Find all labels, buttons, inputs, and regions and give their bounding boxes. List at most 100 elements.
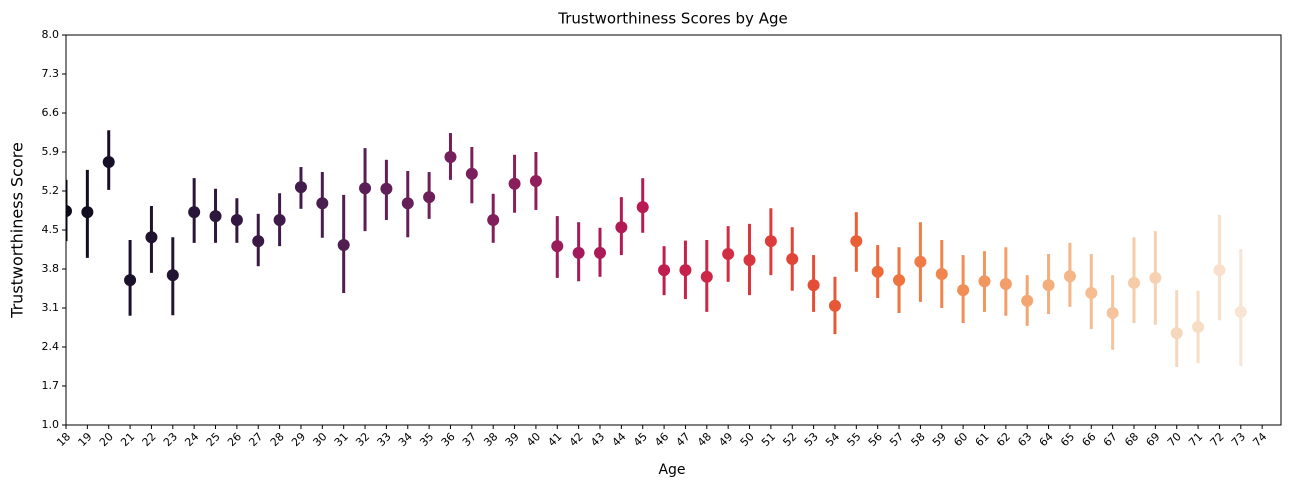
point bbox=[1128, 276, 1140, 289]
point bbox=[893, 274, 906, 287]
x-tick-label: 62 bbox=[994, 430, 1013, 449]
point bbox=[658, 264, 671, 277]
point bbox=[1063, 270, 1076, 283]
point bbox=[1021, 294, 1034, 307]
point bbox=[850, 235, 863, 248]
x-tick-label: 55 bbox=[844, 430, 863, 449]
point bbox=[807, 279, 820, 292]
point bbox=[359, 182, 372, 195]
point bbox=[572, 246, 585, 259]
point bbox=[828, 299, 841, 312]
x-tick-label: 74 bbox=[1250, 430, 1269, 449]
point bbox=[188, 206, 201, 219]
point bbox=[230, 213, 243, 226]
point bbox=[1192, 320, 1205, 333]
x-tick-label: 45 bbox=[631, 430, 650, 449]
point bbox=[871, 265, 884, 278]
point bbox=[935, 268, 948, 281]
point bbox=[145, 231, 158, 244]
x-tick-label: 47 bbox=[674, 430, 693, 449]
point bbox=[722, 247, 735, 260]
x-tick-label: 37 bbox=[460, 430, 479, 449]
point bbox=[1234, 305, 1247, 318]
x-tick-label: 40 bbox=[524, 430, 543, 449]
x-tick-label: 36 bbox=[439, 430, 458, 449]
x-tick-label: 32 bbox=[353, 430, 372, 449]
x-tick-label: 64 bbox=[1037, 430, 1056, 449]
point bbox=[316, 197, 329, 210]
point bbox=[679, 264, 692, 277]
y-tick-label: 1.7 bbox=[42, 379, 60, 392]
y-tick-label: 5.9 bbox=[42, 145, 60, 158]
x-tick-label: 29 bbox=[289, 430, 308, 449]
x-tick-label: 58 bbox=[909, 430, 928, 449]
x-tick-label: 68 bbox=[1122, 430, 1141, 449]
x-tick-label: 34 bbox=[396, 430, 415, 449]
point bbox=[423, 191, 436, 204]
y-tick-label: 3.1 bbox=[42, 301, 60, 314]
x-tick-label: 56 bbox=[866, 430, 885, 449]
x-tick-label: 65 bbox=[1058, 430, 1077, 449]
x-tick-label: 42 bbox=[567, 430, 586, 449]
point bbox=[209, 210, 222, 223]
point bbox=[487, 213, 500, 226]
x-tick-label: 54 bbox=[823, 430, 842, 449]
x-tick-label: 49 bbox=[716, 430, 735, 449]
x-tick-label: 43 bbox=[588, 430, 607, 449]
point bbox=[636, 201, 649, 214]
x-tick-label: 52 bbox=[780, 430, 799, 449]
x-tick-label: 27 bbox=[246, 430, 265, 449]
x-tick-label: 41 bbox=[545, 430, 564, 449]
point bbox=[465, 167, 478, 180]
point bbox=[529, 174, 542, 187]
x-tick-label: 44 bbox=[610, 430, 629, 449]
x-axis-label: Age bbox=[658, 462, 685, 478]
point bbox=[273, 213, 286, 226]
x-tick-label: 46 bbox=[652, 430, 671, 449]
y-tick-label: 4.5 bbox=[42, 223, 60, 236]
plot-frame bbox=[65, 34, 1282, 426]
point bbox=[615, 221, 628, 234]
point bbox=[124, 274, 137, 287]
y-tick-label: 3.8 bbox=[42, 262, 60, 275]
x-tick-label: 69 bbox=[1144, 430, 1163, 449]
x-tick-label: 66 bbox=[1079, 430, 1098, 449]
x-tick-label: 63 bbox=[1015, 430, 1034, 449]
x-tick-label: 50 bbox=[738, 430, 757, 449]
x-tick-label: 73 bbox=[1229, 430, 1248, 449]
y-tick-label: 7.3 bbox=[42, 67, 60, 80]
x-tick-label: 30 bbox=[310, 430, 329, 449]
point bbox=[1042, 279, 1055, 292]
point bbox=[102, 156, 115, 169]
y-axis-label: Trustworthiness Score bbox=[8, 142, 27, 319]
point bbox=[444, 151, 457, 164]
point bbox=[1149, 271, 1162, 284]
point bbox=[294, 181, 307, 194]
x-tick-label: 59 bbox=[930, 430, 949, 449]
x-tick-label: 28 bbox=[268, 430, 287, 449]
point bbox=[508, 177, 521, 190]
x-tick-label: 71 bbox=[1186, 430, 1205, 449]
point bbox=[551, 240, 564, 253]
point bbox=[700, 270, 713, 283]
x-tick-label: 38 bbox=[481, 430, 500, 449]
y-tick-label: 2.4 bbox=[42, 340, 60, 353]
x-tick-label: 33 bbox=[375, 430, 394, 449]
x-tick-label: 57 bbox=[887, 430, 906, 449]
point bbox=[380, 182, 393, 195]
point bbox=[252, 235, 265, 248]
point bbox=[1213, 264, 1226, 277]
x-tick-label: 21 bbox=[118, 430, 137, 449]
point bbox=[743, 254, 756, 267]
y-tick-label: 8.0 bbox=[42, 28, 60, 41]
y-tick-label: 1.0 bbox=[42, 418, 60, 431]
x-tick-label: 70 bbox=[1165, 430, 1184, 449]
point bbox=[957, 284, 970, 297]
point bbox=[66, 205, 72, 218]
x-tick-label: 31 bbox=[332, 430, 351, 449]
point bbox=[1106, 307, 1119, 320]
x-tick-label: 53 bbox=[802, 430, 821, 449]
point bbox=[166, 269, 179, 282]
x-tick-label: 20 bbox=[97, 430, 116, 449]
